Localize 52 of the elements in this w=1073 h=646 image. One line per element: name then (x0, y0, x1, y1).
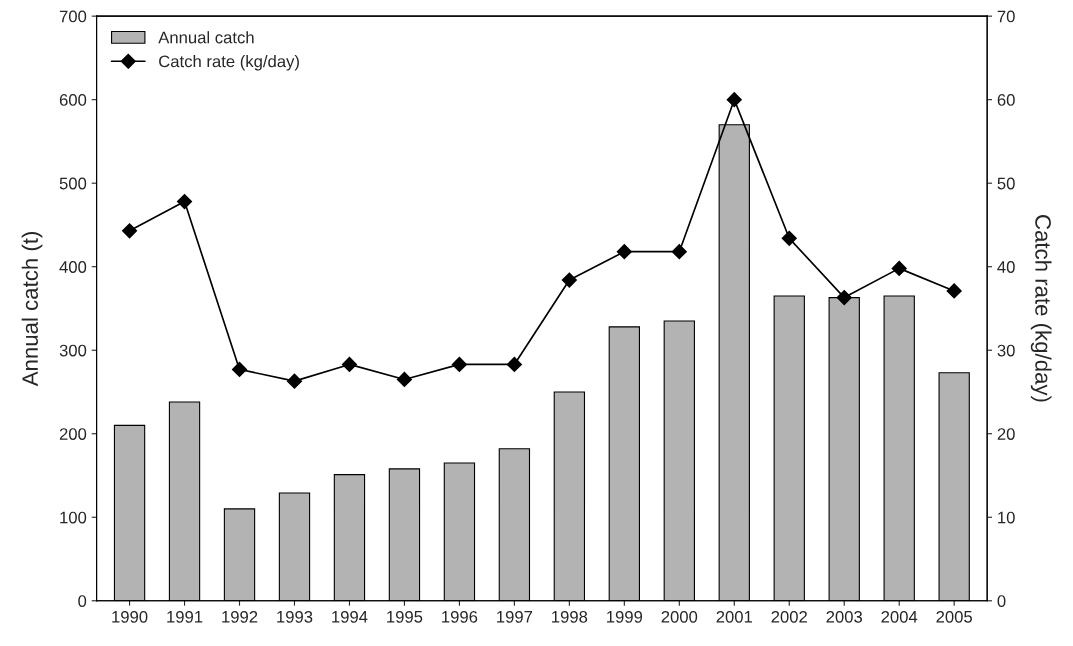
y-tick-label: 600 (59, 94, 87, 106)
point (451, 356, 467, 372)
x-tick-label: 1999 (607, 610, 643, 623)
point (836, 290, 852, 306)
x-tick-label: 2003 (826, 610, 863, 623)
point (946, 283, 962, 299)
y2-tick-label: 40 (997, 261, 1015, 273)
y-tick-label: 100 (60, 511, 87, 524)
y2-tick-label: 50 (997, 177, 1015, 190)
point (176, 193, 193, 210)
x-tick-label: 2001 (716, 610, 752, 623)
x-tick-label: 1998 (552, 610, 588, 623)
y2-tick-label: 70 (997, 10, 1015, 23)
point (671, 244, 687, 260)
y-tick-label: 0 (78, 595, 87, 607)
x-tick-label: 2005 (936, 610, 973, 623)
x-tick-label: 1991 (167, 610, 203, 623)
point (891, 260, 907, 276)
y2-tick-label: 30 (997, 344, 1015, 357)
y-tick-label: 300 (59, 344, 87, 357)
x-tick-label: 1997 (497, 610, 533, 623)
y2-tick-label: 20 (997, 428, 1015, 440)
y2-tick-label: 10 (998, 511, 1015, 524)
x-tick-label: 1993 (277, 610, 313, 623)
point (726, 92, 742, 108)
x-tick-label: 1994 (332, 610, 368, 623)
point (396, 371, 412, 388)
x-tick-label: 1990 (112, 610, 148, 623)
point (781, 230, 797, 246)
y2-axis-title: Catch rate (kg/day) (1030, 215, 1052, 402)
x-tick-label: 2004 (881, 610, 918, 623)
x-tick-label: 2000 (661, 610, 698, 623)
y2-tick-label: 0 (997, 595, 1006, 607)
point (286, 373, 303, 389)
point (341, 356, 358, 372)
point (561, 272, 577, 288)
point (121, 223, 138, 239)
y2-tick-label: 60 (997, 94, 1015, 106)
y-tick-label: 400 (59, 261, 87, 273)
y-axis-title: Annual catch (t) (21, 232, 43, 387)
point (616, 244, 632, 260)
legend-label: Annual catch (158, 31, 254, 44)
point (231, 361, 248, 378)
legend-label: Catch rate (kg/day) (159, 55, 299, 71)
x-tick-label: 2002 (771, 610, 807, 623)
x-tick-label: 1992 (222, 610, 258, 623)
y-tick-label: 200 (59, 428, 87, 440)
y-tick-label: 500 (59, 177, 87, 190)
x-tick-label: 1995 (387, 610, 423, 623)
y-tick-label: 700 (59, 10, 87, 23)
point (506, 356, 522, 372)
x-tick-label: 1996 (442, 610, 478, 623)
